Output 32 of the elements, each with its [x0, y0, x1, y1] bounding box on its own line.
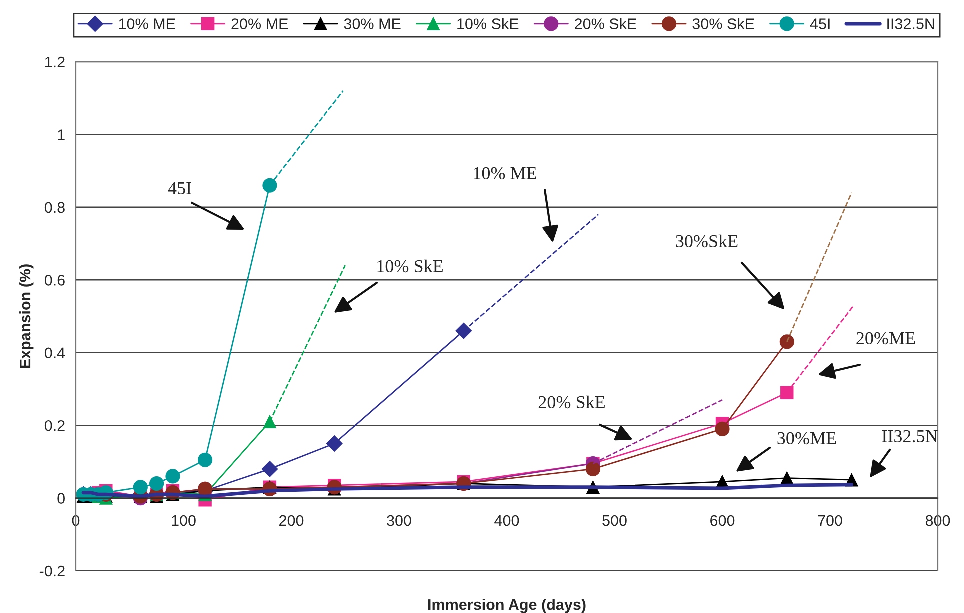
x-tick-label: 100	[172, 515, 196, 526]
legend-label: 30% ME	[344, 18, 401, 30]
y-tick-label: 0	[58, 493, 65, 504]
y-tick-label: 0.8	[44, 202, 65, 214]
y-tick-label: -0.2	[40, 566, 65, 577]
legend-label: 45I	[810, 18, 830, 30]
y-tick-label: 0.4	[44, 348, 66, 359]
legend-label: 10% ME	[119, 18, 176, 30]
x-tick-label: 600	[710, 515, 735, 526]
y-axis-title: Expansion (%)	[19, 264, 34, 368]
y-tick-label: 1	[58, 130, 65, 140]
legend-label: II32.5N	[888, 18, 934, 30]
legend-label: 20% SkE	[575, 18, 636, 30]
annotation: 10% ME	[474, 167, 536, 180]
x-tick-label: 300	[387, 515, 412, 526]
x-axis-title: Immersion Age (days)	[428, 598, 586, 613]
x-tick-label: 700	[818, 515, 842, 526]
annotation: 10% SkE	[378, 260, 443, 273]
x-tick-label: 400	[494, 515, 520, 526]
annotation: 45I	[168, 182, 192, 195]
x-tick-label: 200	[280, 515, 304, 526]
annotation: 30%ME	[778, 432, 836, 445]
x-tick-label: 500	[602, 515, 627, 526]
legend-label: 10% SkE	[458, 18, 519, 30]
y-tick-label: 1.2	[46, 56, 65, 68]
y-tick-label: 0.2	[44, 420, 65, 432]
annotation: 30%SkE	[676, 234, 738, 248]
legend-label: 20% ME	[232, 18, 288, 30]
annotation: 20% SkE	[538, 396, 605, 409]
y-tick-label: 0.6	[44, 275, 65, 286]
annotation: 20%ME	[856, 332, 916, 345]
legend-label: 30% SkE	[692, 18, 754, 30]
